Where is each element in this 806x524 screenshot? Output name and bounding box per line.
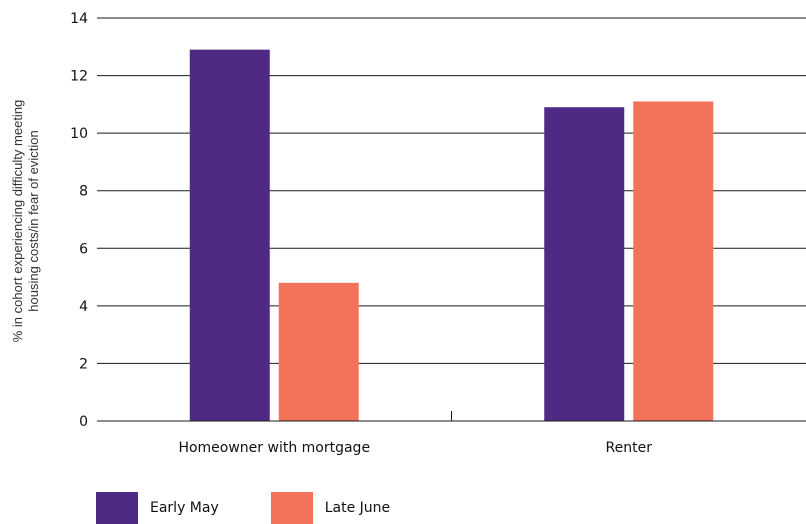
- bar-late-june-0: [278, 282, 359, 421]
- y-axis-ticks: 0 2 4 6 8 10 12 14: [70, 11, 88, 430]
- y-tick-label: 2: [79, 356, 88, 372]
- y-axis-label-line-1: % in cohort experiencing difficulty meet…: [10, 100, 25, 343]
- y-tick-label: 12: [70, 69, 88, 85]
- bar-early-may-1: [544, 107, 625, 421]
- legend-item-late-june: Late June: [270, 492, 391, 524]
- category-label: Homeowner with mortgage: [178, 440, 370, 456]
- legend-swatch-early-may: [96, 492, 138, 524]
- y-tick-label: 10: [70, 126, 88, 142]
- y-tick-label: 6: [79, 241, 88, 257]
- bars: [189, 49, 714, 422]
- y-tick-label: 8: [79, 184, 88, 200]
- legend-item-early-may: Early May: [96, 492, 219, 524]
- legend-swatch-late-june: [270, 492, 313, 524]
- y-tick-label: 14: [70, 11, 88, 27]
- category-label: Renter: [606, 440, 653, 456]
- legend: Early May Late June: [96, 492, 442, 524]
- y-axis-label-line-2: housing costs/in fear of eviction: [26, 130, 41, 311]
- bar-chart: 0 2 4 6 8 10 12 14 Homeowner with mortgage Rente…: [10, 11, 806, 456]
- y-tick-label: 0: [79, 414, 88, 430]
- legend-label-early-may: Early May: [150, 500, 219, 516]
- bar-early-may-0: [189, 49, 270, 422]
- category-labels: Homeowner with mortgage Renter: [178, 440, 652, 456]
- bar-late-june-1: [633, 101, 714, 421]
- legend-label-late-june: Late June: [324, 500, 391, 516]
- y-tick-label: 4: [79, 299, 88, 315]
